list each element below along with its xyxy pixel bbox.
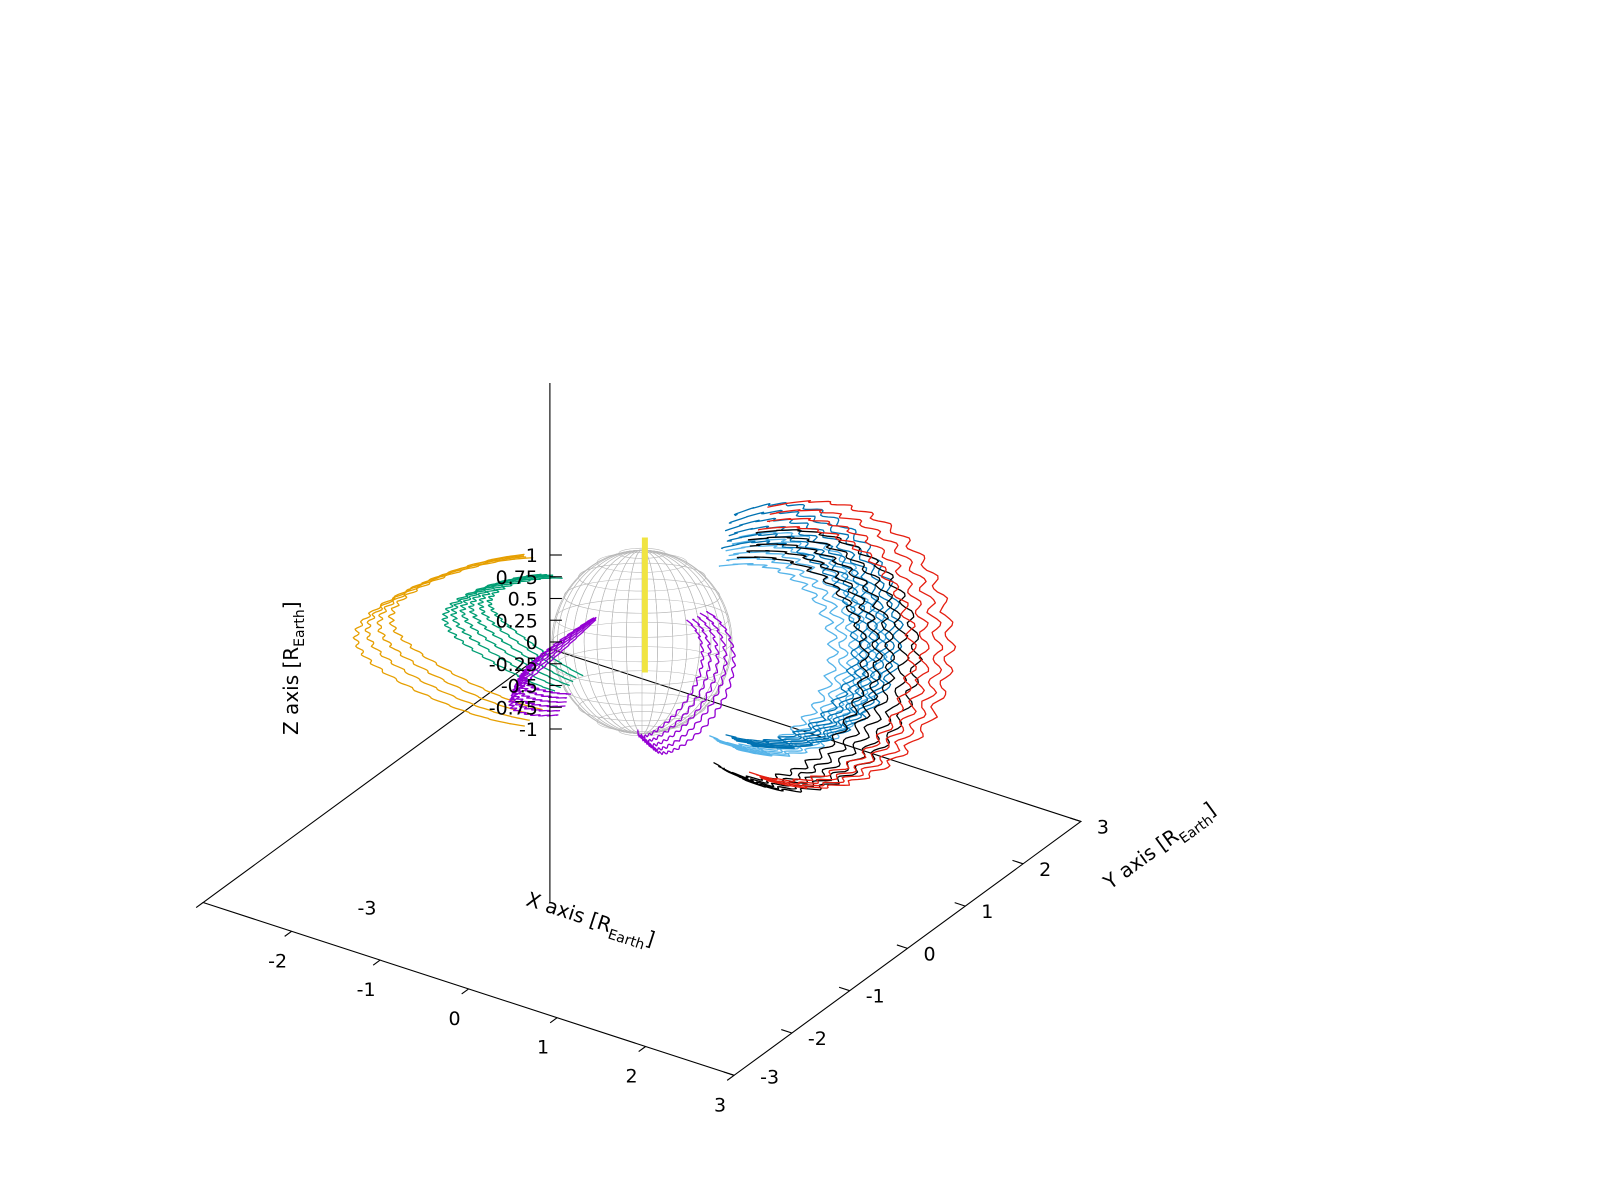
y-tick-label: 1 bbox=[981, 901, 993, 923]
z-tick-label: -0.5 bbox=[501, 676, 538, 698]
trajectory-line bbox=[468, 575, 574, 683]
z-tick-label: -0.25 bbox=[489, 654, 538, 676]
trajectory-line bbox=[508, 619, 597, 717]
x-tick bbox=[195, 902, 204, 909]
y-tick bbox=[723, 1071, 735, 1076]
trajectory-line bbox=[519, 617, 595, 695]
trajectory-line bbox=[726, 533, 871, 744]
trajectory-line bbox=[760, 509, 944, 787]
y-tick bbox=[781, 1029, 793, 1034]
y-tick-label: 0 bbox=[924, 943, 936, 965]
x-tick bbox=[638, 1046, 646, 1053]
x-tick bbox=[726, 1074, 735, 1081]
z-tick-label: 1 bbox=[526, 545, 538, 567]
trajectory-line bbox=[720, 540, 862, 743]
x-tick-label: 3 bbox=[714, 1094, 726, 1116]
x-tick bbox=[461, 988, 469, 995]
x-tick-label: 0 bbox=[449, 1008, 461, 1030]
z-tick-label: 0 bbox=[526, 632, 538, 654]
trajectory-line bbox=[647, 612, 728, 752]
trajectory-line bbox=[459, 574, 570, 686]
trajectory-line bbox=[719, 544, 868, 755]
trajectory-line bbox=[735, 531, 888, 757]
trajectory-line bbox=[759, 517, 930, 785]
z-axis-title: Z axis [REarth] bbox=[279, 601, 308, 735]
x-tick-label: -1 bbox=[357, 979, 376, 1001]
trajectory-line bbox=[644, 616, 720, 748]
trajectory-line bbox=[728, 509, 897, 748]
y-tick-label: -3 bbox=[760, 1066, 779, 1088]
trajectory-line bbox=[766, 500, 957, 789]
axes: -3-2-10123-3-2-10123-1-0.75-0.5-0.2500.2… bbox=[195, 383, 1109, 1116]
x-tick bbox=[284, 930, 292, 937]
x-tick-label: 1 bbox=[537, 1037, 549, 1059]
y-tick bbox=[1012, 859, 1024, 865]
z-tick-label: 0.75 bbox=[496, 567, 538, 589]
trajectory-line bbox=[509, 617, 597, 712]
z-tick-label: 0.5 bbox=[508, 589, 538, 611]
trajectory-line bbox=[637, 619, 705, 739]
trajectory-line bbox=[511, 616, 597, 708]
y-tick-label: 2 bbox=[1039, 859, 1051, 881]
x-axis-title: X axis [REarth] bbox=[522, 887, 658, 956]
trajectory-lines bbox=[352, 500, 957, 793]
y-tick bbox=[954, 902, 966, 907]
trajectory-line bbox=[514, 618, 594, 703]
trajectory-line bbox=[733, 502, 904, 749]
trajectory-line bbox=[716, 551, 859, 753]
z-tick-label: 0.25 bbox=[496, 610, 538, 632]
trajectory-line bbox=[652, 611, 737, 756]
trajectory-line bbox=[640, 618, 712, 744]
trajectory-line bbox=[709, 563, 840, 748]
x-tick bbox=[372, 959, 381, 966]
trajectory-line bbox=[731, 537, 878, 756]
y-tick bbox=[838, 986, 850, 992]
x-tick bbox=[549, 1017, 558, 1024]
y-tick bbox=[896, 944, 908, 949]
y-tick bbox=[1070, 817, 1082, 823]
trajectory-line bbox=[748, 526, 917, 782]
y-axis-title: Y axis [REarth] bbox=[1098, 797, 1223, 899]
trajectory-line bbox=[352, 553, 525, 727]
trajectory-line bbox=[441, 573, 556, 692]
x-tick-label: -3 bbox=[358, 898, 377, 920]
x-tick-label: -2 bbox=[268, 950, 287, 972]
y-tick-label: -1 bbox=[866, 986, 885, 1008]
x-tick-label: 2 bbox=[626, 1066, 638, 1088]
trajectory-line bbox=[364, 555, 530, 721]
trajectory-line bbox=[724, 517, 889, 747]
y-tick-label: 3 bbox=[1097, 817, 1109, 839]
z-tick-label: -0.75 bbox=[489, 697, 538, 719]
z-tick-label: -1 bbox=[519, 719, 538, 741]
y-tick-label: -2 bbox=[808, 1028, 827, 1050]
